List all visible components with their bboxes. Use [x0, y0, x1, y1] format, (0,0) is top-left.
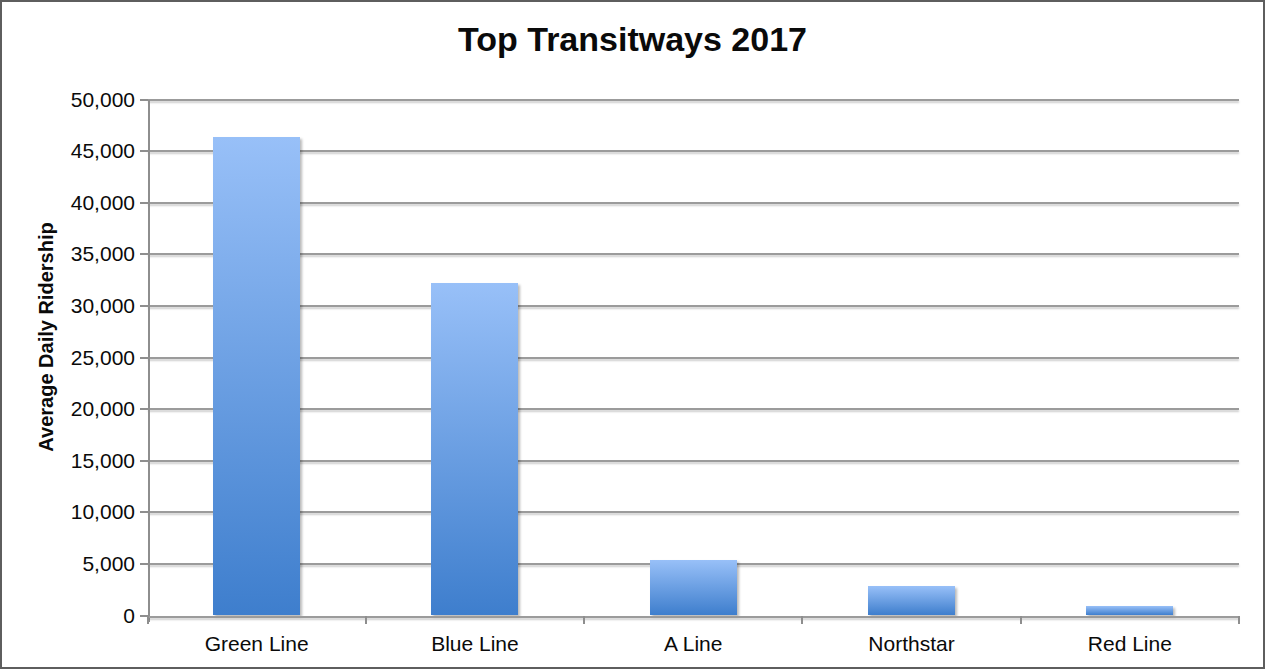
gridline	[148, 460, 1240, 462]
bar-green-line	[213, 137, 300, 616]
gridline	[148, 253, 1240, 255]
y-tick-label: 5,000	[40, 552, 135, 576]
y-tick-mark	[140, 305, 148, 307]
x-axis-line	[148, 616, 1240, 618]
bar-red-line	[1086, 606, 1173, 615]
y-tick-mark	[140, 460, 148, 462]
y-tick-label: 25,000	[40, 346, 135, 370]
y-tick-label: 45,000	[40, 139, 135, 163]
y-axis-line	[148, 100, 150, 622]
x-tick-mark	[365, 616, 367, 624]
x-tick-mark	[801, 616, 803, 624]
gridline	[148, 202, 1240, 204]
y-tick-mark	[140, 511, 148, 513]
x-tick-mark	[583, 616, 585, 624]
y-tick-label: 15,000	[40, 449, 135, 473]
bar-northstar	[868, 586, 955, 616]
x-axis-label: Northstar	[868, 632, 954, 656]
y-tick-mark	[140, 99, 148, 101]
x-tick-mark	[147, 616, 149, 624]
y-tick-mark	[140, 408, 148, 410]
y-tick-mark	[140, 253, 148, 255]
y-tick-label: 10,000	[40, 500, 135, 524]
gridline	[148, 99, 1240, 101]
y-tick-mark	[140, 202, 148, 204]
gridline	[148, 357, 1240, 359]
x-axis-label: A Line	[664, 632, 722, 656]
x-axis-label: Green Line	[205, 632, 309, 656]
bar-chart: Top Transitways 2017 Average Daily Rider…	[0, 0, 1265, 669]
x-tick-mark	[1238, 616, 1240, 624]
x-tick-mark	[1020, 616, 1022, 624]
y-tick-label: 30,000	[40, 294, 135, 318]
y-tick-label: 0	[40, 604, 135, 628]
y-tick-mark	[140, 357, 148, 359]
bar-a-line	[650, 560, 737, 616]
plot-area: 0 5,000 10,000 15,000 20,000 25,000 30,000 35,0…	[2, 2, 1263, 667]
y-tick-label: 20,000	[40, 397, 135, 421]
bar-blue-line	[431, 283, 518, 615]
y-tick-label: 40,000	[40, 191, 135, 215]
x-axis-label: Blue Line	[431, 632, 519, 656]
gridline	[148, 511, 1240, 513]
gridline	[148, 150, 1240, 152]
gridline	[148, 408, 1240, 410]
x-axis-label: Red Line	[1088, 632, 1172, 656]
y-tick-mark	[140, 150, 148, 152]
y-tick-label: 35,000	[40, 242, 135, 266]
y-tick-mark	[140, 563, 148, 565]
y-tick-label: 50,000	[40, 88, 135, 112]
gridline	[148, 305, 1240, 307]
